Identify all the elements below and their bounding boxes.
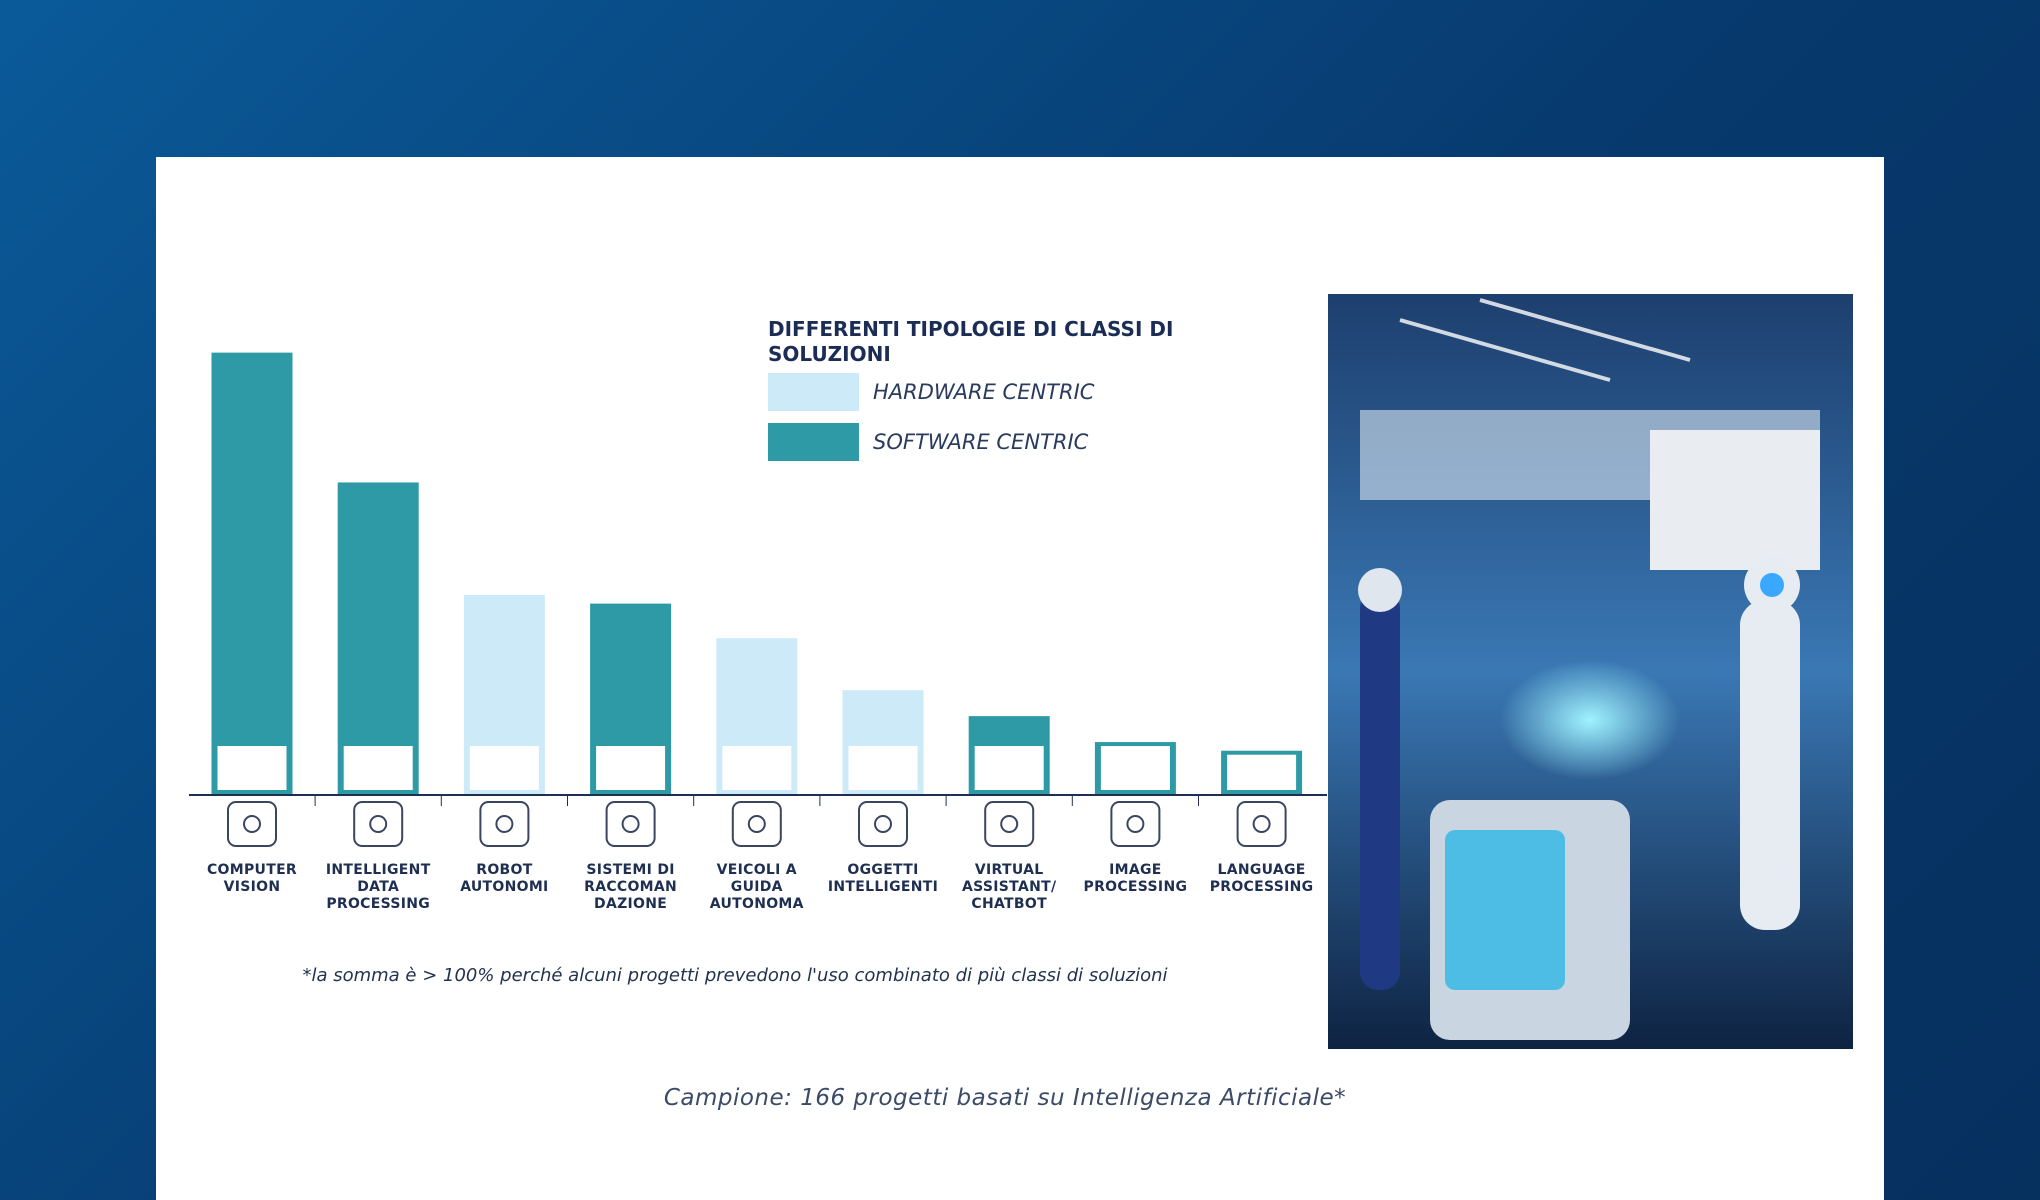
category-icon xyxy=(353,801,404,847)
bar-inset xyxy=(1100,746,1170,790)
category-icon-dot xyxy=(1000,815,1019,833)
bar-inset xyxy=(1227,754,1297,790)
legend-label: HARDWARE CENTRIC xyxy=(873,380,1095,404)
category-icon-dot xyxy=(747,815,766,833)
category-icon-dot xyxy=(874,815,892,833)
category-icon-dot xyxy=(1252,815,1271,833)
bar-inset xyxy=(217,746,287,790)
legend-label: SOFTWARE CENTRIC xyxy=(873,430,1089,454)
bar-inset xyxy=(343,746,413,790)
x-tick-label: OGGETTI INTELLIGENTI xyxy=(827,862,939,895)
category-icon xyxy=(858,801,908,847)
x-tick-label: LANGUAGE PROCESSING xyxy=(1209,862,1314,895)
caption: Campione: 166 progetti basati su Intelli… xyxy=(663,1085,1347,1111)
x-tick-label: ROBOT AUTONOMI xyxy=(460,862,549,895)
category-icon-dot xyxy=(369,815,388,833)
category-icon xyxy=(479,801,530,847)
legend-swatch xyxy=(768,423,859,461)
bar xyxy=(337,482,419,794)
x-tick-label: INTELLIGENT DATA PROCESSING xyxy=(325,862,431,912)
x-tick-label: IMAGE PROCESSING xyxy=(1083,862,1188,895)
category-icon xyxy=(1110,801,1161,847)
legend-title: DIFFERENTI TIPOLOGIE DI CLASSI DI SOLUZI… xyxy=(768,317,1174,366)
category-icon xyxy=(227,801,277,847)
bar-inset xyxy=(722,746,792,790)
category-icon xyxy=(984,801,1035,847)
illustration xyxy=(1328,294,1853,1049)
x-tick-label: SISTEMI DI RACCOMAN DAZIONE xyxy=(584,862,678,912)
bar-inset xyxy=(848,746,918,790)
x-tick-label: VIRTUAL ASSISTANT/ CHATBOT xyxy=(962,862,1057,912)
category-icon-dot xyxy=(621,815,640,833)
bar-inset xyxy=(596,746,666,790)
legend-swatch xyxy=(768,373,859,411)
bar xyxy=(211,352,293,794)
category-icon-dot xyxy=(495,815,514,833)
x-tick-label: VEICOLI A GUIDA AUTONOMA xyxy=(709,862,804,912)
category-icon xyxy=(1236,801,1287,847)
category-icon-dot xyxy=(243,815,261,833)
category-icon xyxy=(605,801,656,847)
bar-inset xyxy=(469,746,539,790)
category-icon-dot xyxy=(1126,815,1145,833)
x-tick-label: COMPUTER VISION xyxy=(206,862,298,895)
category-icon xyxy=(731,801,782,847)
footnote: *la somma è > 100% perché alcuni progett… xyxy=(302,965,1168,986)
bar-inset xyxy=(974,746,1044,790)
